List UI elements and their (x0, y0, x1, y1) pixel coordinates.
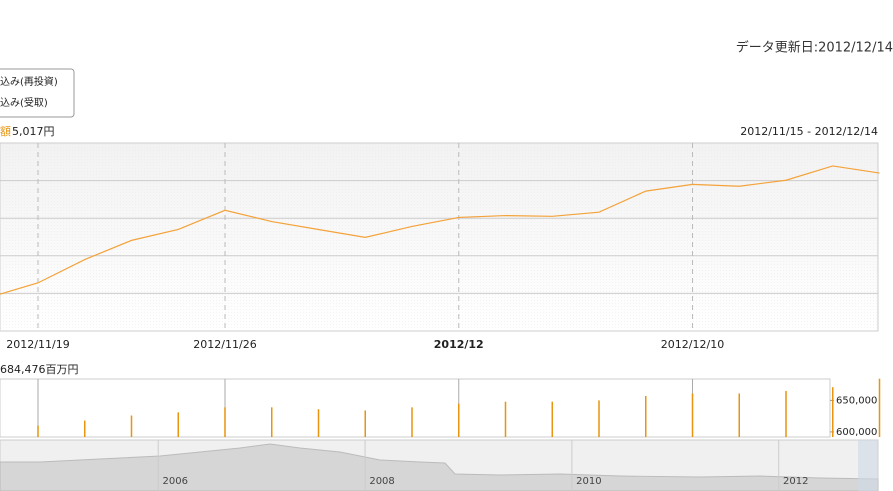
bar (785, 390, 787, 437)
legend-entry[interactable]: 込み(再投資) (0, 75, 58, 88)
nav-tick-label: 2008 (369, 476, 394, 487)
legend-box (0, 68, 75, 118)
bar (130, 415, 133, 437)
bar (84, 420, 86, 437)
bar (411, 407, 413, 437)
volume-area (0, 378, 831, 438)
bar (691, 393, 694, 437)
bar (177, 412, 179, 437)
bar (37, 425, 39, 437)
nav-tick-label: 2010 (576, 476, 601, 487)
x-tick-label: 2012/12 (434, 338, 484, 351)
y-tick-label: 650,000 (836, 395, 877, 406)
total-label: 684,476百万円 (0, 363, 79, 376)
bar (271, 407, 273, 437)
value-label-prefix: 額 (0, 125, 11, 138)
bar (551, 401, 553, 437)
bar (504, 401, 507, 437)
legend-entry[interactable]: 込み(受取) (0, 97, 48, 109)
bar (832, 387, 834, 437)
period: 2012/11/15 - 2012/12/14 (740, 125, 878, 138)
x-tick-label: 2012/11/19 (6, 338, 69, 351)
bar (458, 403, 460, 437)
x-tick-label: 2012/11/26 (193, 338, 256, 351)
bar (317, 409, 320, 437)
bar (364, 410, 366, 437)
nav-tick-label: 2012 (783, 476, 808, 487)
bar (645, 396, 647, 437)
x-tick-label: 2012/12/10 (661, 338, 724, 351)
nav-tick-label: 2006 (162, 476, 187, 487)
bar (738, 393, 740, 437)
value-label: 5,017円 (12, 125, 55, 138)
navigator-window[interactable] (858, 440, 878, 491)
bar (224, 407, 226, 437)
update-date: データ更新日:2012/12/14 (736, 40, 893, 56)
plot-texture (0, 143, 878, 331)
navigator-series (0, 443, 879, 491)
bar (878, 378, 881, 437)
bar (598, 400, 600, 437)
y-tick-label: 600,000 (836, 427, 877, 438)
series-line (0, 165, 880, 295)
